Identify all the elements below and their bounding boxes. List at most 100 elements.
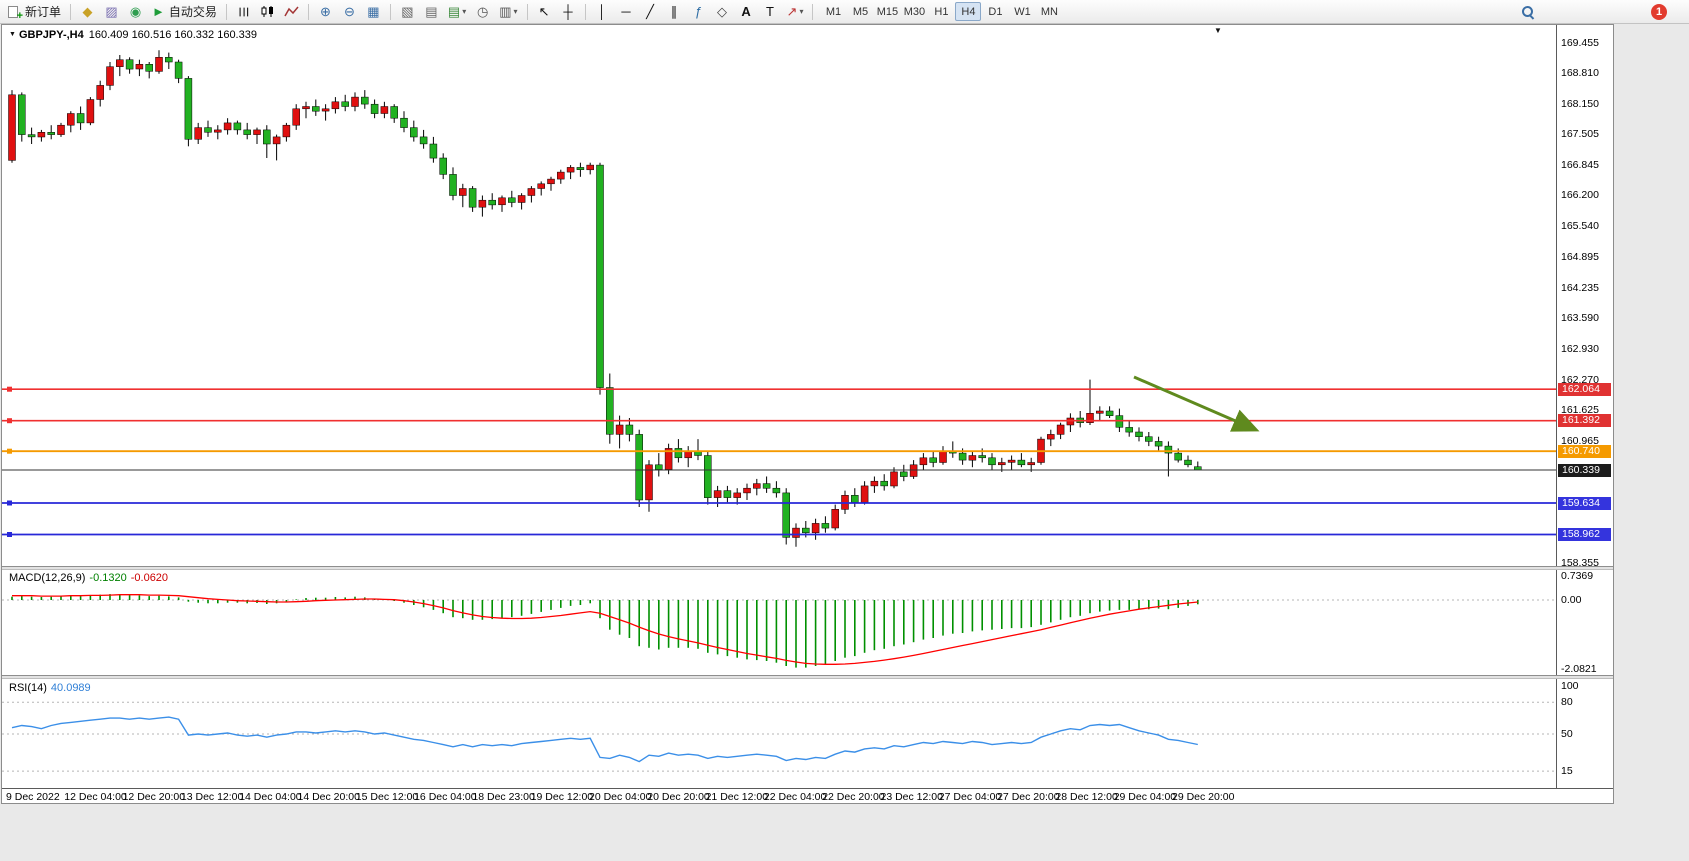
price-chart-canvas[interactable] xyxy=(2,25,1556,566)
cascade-windows-button[interactable]: ▧ xyxy=(396,2,419,22)
vertical-line-button[interactable]: │ xyxy=(591,2,614,22)
zoom-out-button[interactable]: ⊖ xyxy=(338,2,361,22)
pane-separator[interactable] xyxy=(2,566,1613,570)
timeframe-button-d1[interactable]: D1 xyxy=(982,2,1008,21)
timeframe-button-h1[interactable]: H1 xyxy=(928,2,954,21)
toolbar-separator xyxy=(307,3,309,20)
crosshair-button[interactable]: ┼ xyxy=(557,2,580,22)
new-order-button[interactable]: + 新订单 xyxy=(4,2,65,22)
text-button[interactable]: A xyxy=(735,2,758,22)
price-axis-label: 168.810 xyxy=(1561,67,1599,80)
line-handle[interactable] xyxy=(7,532,12,537)
search-button[interactable] xyxy=(1516,2,1539,22)
trendline-button[interactable]: ╱ xyxy=(639,2,662,22)
line-handle[interactable] xyxy=(7,418,12,424)
macd-pane-canvas[interactable] xyxy=(2,569,1556,675)
rsi-axis-label: 15 xyxy=(1561,765,1573,778)
bars-chart-button[interactable]: ☰ xyxy=(232,2,255,22)
toolbar-separator xyxy=(70,3,72,20)
timeframe-button-m5[interactable]: M5 xyxy=(847,2,873,21)
line-handle[interactable] xyxy=(7,448,12,454)
time-axis-label: 13 Dec 12:00 xyxy=(180,791,244,803)
autotrading-button[interactable]: ► 自动交易 xyxy=(148,2,221,22)
time-axis-label: 20 Dec 04:00 xyxy=(589,791,652,803)
time-axis-label: 14 Dec 20:00 xyxy=(297,791,360,803)
price-tag: 161.392 xyxy=(1558,414,1611,428)
clock-button[interactable]: ◷ xyxy=(471,2,494,22)
timeframe-button-m1[interactable]: M1 xyxy=(820,2,846,21)
fibonacci-button[interactable]: ƒ xyxy=(687,2,710,22)
timeframe-button-m15[interactable]: M15 xyxy=(874,2,900,21)
candle-body xyxy=(459,188,467,196)
data-window-button[interactable]: ▥ ▾ xyxy=(495,2,521,22)
price-axis-label: 158.355 xyxy=(1561,556,1599,569)
timeframe-button-mn[interactable]: MN xyxy=(1036,2,1062,21)
candle-body xyxy=(194,127,202,140)
new-chart-button[interactable]: ▤ ▾ xyxy=(444,2,470,22)
price-axis-label: 161.625 xyxy=(1561,403,1599,416)
zoom-in-button[interactable]: ⊕ xyxy=(314,2,337,22)
timeframe-button-h4[interactable]: H4 xyxy=(955,2,982,21)
timeframe-button-w1[interactable]: W1 xyxy=(1009,2,1035,21)
chevron-down-icon: ▾ xyxy=(513,7,518,16)
candle-body xyxy=(263,129,271,145)
profiles-button[interactable]: ◆ xyxy=(76,2,99,22)
rsi-name: RSI(14) xyxy=(9,682,47,694)
candle-body xyxy=(586,164,594,171)
price-axis-label: 164.895 xyxy=(1561,250,1599,263)
macd-main-value: -0.1320 xyxy=(89,572,127,584)
arrows-button[interactable]: ↗ ▾ xyxy=(783,2,808,22)
chart-shift-marker[interactable]: ▼ xyxy=(1214,26,1222,35)
candle-body xyxy=(370,103,379,114)
candle-body xyxy=(18,94,26,135)
line-chart-button[interactable] xyxy=(280,2,303,22)
candle-body xyxy=(655,464,663,470)
price-tag: 158.962 xyxy=(1558,528,1611,542)
candle-body xyxy=(331,101,340,110)
candle-body xyxy=(1105,410,1114,416)
chart-window: ▼ GBPJPY-,H4 160.409 160.516 160.332 160.3… xyxy=(1,24,1614,804)
shapes-button[interactable]: ◇ xyxy=(711,2,734,22)
timeframe-button-m30[interactable]: M30 xyxy=(901,2,927,21)
price-axis-label: 168.150 xyxy=(1561,98,1599,111)
notification-badge[interactable]: 1 xyxy=(1651,3,1667,20)
signals-button[interactable]: ◉ xyxy=(124,2,147,22)
cursor-button[interactable]: ↖ xyxy=(533,2,556,22)
strategy-tester-button[interactable]: ▨ xyxy=(100,2,123,22)
candle-body xyxy=(125,59,134,70)
text-label-button[interactable]: T xyxy=(759,2,782,22)
candle-body xyxy=(821,523,830,529)
candle-body xyxy=(713,490,722,498)
candle-body xyxy=(312,106,320,112)
time-axis-label: 20 Dec 20:00 xyxy=(647,791,710,803)
pane-separator[interactable] xyxy=(2,675,1613,679)
price-scale[interactable]: 169.455 168.810 168.150 167.505 166.845 166.2… xyxy=(1556,25,1613,788)
candle-body xyxy=(802,527,810,534)
symbol-caret-icon[interactable]: ▼ xyxy=(9,31,16,38)
channel-button[interactable]: ∥ xyxy=(663,2,686,22)
trend-arrow[interactable] xyxy=(1133,375,1260,432)
candle-body xyxy=(174,61,183,79)
time-axis-label: 21 Dec 12:00 xyxy=(705,791,769,803)
rsi-pane-canvas[interactable] xyxy=(2,679,1556,788)
tile-windows-button[interactable]: ▦ xyxy=(362,2,385,22)
candle-body xyxy=(792,527,800,538)
candle-body xyxy=(1135,431,1143,437)
horizontal-line-button[interactable]: ─ xyxy=(615,2,638,22)
candle-body xyxy=(1096,410,1104,414)
arrange-windows-button[interactable]: ▤ xyxy=(420,2,443,22)
candle-body xyxy=(86,99,95,124)
line-handle[interactable] xyxy=(7,386,12,392)
time-axis[interactable]: 9 Dec 2022 12 Dec 04:00 12 Dec 20:00 13 Dec… xyxy=(2,788,1613,803)
macd-axis-label: -2.0821 xyxy=(1561,662,1597,675)
candle-body xyxy=(1145,436,1153,442)
text-icon: A xyxy=(741,4,751,19)
plus-icon: + xyxy=(16,9,23,22)
data-window-icon: ▥ xyxy=(499,4,512,19)
candle-body xyxy=(106,66,114,86)
candlestick-chart-button[interactable] xyxy=(256,2,279,22)
candle-body xyxy=(76,113,85,124)
candle-body xyxy=(870,480,879,487)
line-handle[interactable] xyxy=(7,500,12,506)
candle-body xyxy=(439,157,447,175)
